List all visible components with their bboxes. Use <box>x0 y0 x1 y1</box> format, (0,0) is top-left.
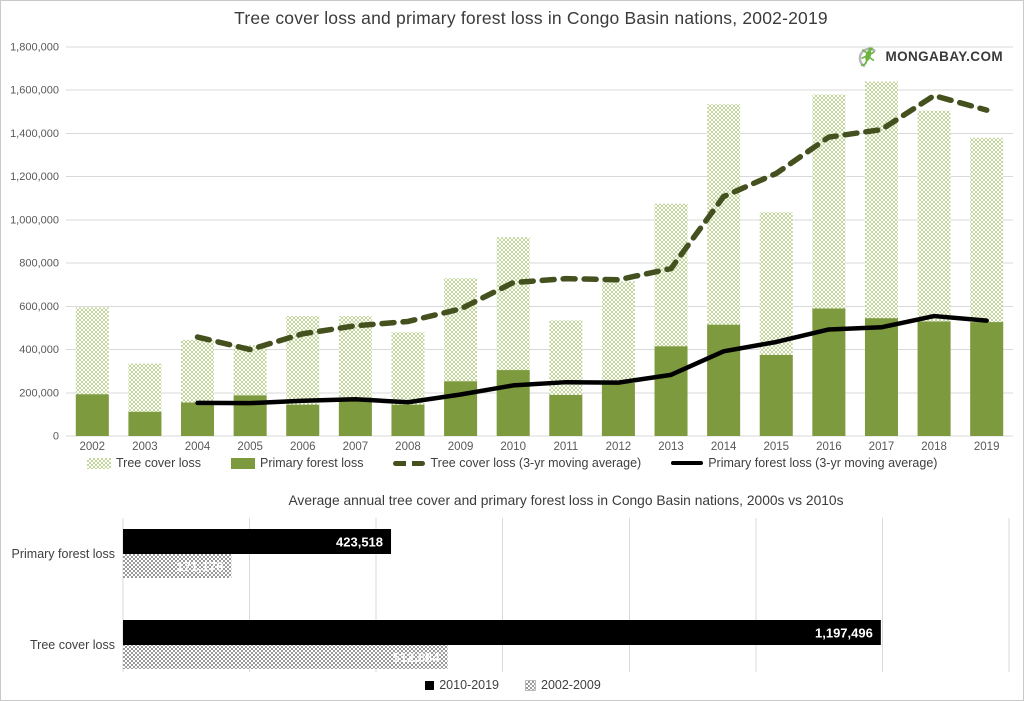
primary-forest-loss-swatch-icon <box>230 457 255 469</box>
top-chart-legend: Tree cover loss Primary forest loss Tree… <box>87 456 937 470</box>
legend-item-pfl-moving-average: Primary forest loss (3-yr moving average… <box>671 456 937 470</box>
legend-label: Primary forest loss <box>259 456 364 470</box>
dashed-line-swatch-icon <box>393 460 426 466</box>
x-tick-label: 2006 <box>290 441 316 453</box>
x-tick-label: 2002 <box>80 441 106 453</box>
black-line-swatch-icon <box>671 461 704 465</box>
y-tick-label: 1,400,000 <box>10 128 59 140</box>
top-chart-bars <box>75 81 1004 437</box>
category-label: Primary forest loss <box>12 547 116 561</box>
bar-value-label: 1,197,496 <box>815 626 873 641</box>
x-tick-label: 2008 <box>395 441 421 453</box>
bar-value-label: 423,518 <box>336 535 383 550</box>
bottom-chart-title: Average annual tree cover and primary fo… <box>288 493 844 508</box>
x-tick-label: 2010 <box>500 441 526 453</box>
x-tick-label: 2007 <box>343 441 369 453</box>
primary-forest-loss-bar-2012 <box>601 383 635 436</box>
black-square-swatch-icon <box>425 680 435 690</box>
x-tick-label: 2011 <box>553 441 578 453</box>
top-chart-moving-average-lines <box>194 92 990 406</box>
bar-2010-2019-tree-cover-loss <box>123 620 881 645</box>
bar-2002-2009-tree-cover-loss <box>123 645 448 669</box>
y-tick-label: 1,600,000 <box>10 85 59 97</box>
x-tick-label: 2018 <box>921 441 947 453</box>
bar-value-label: 512,884 <box>393 650 441 665</box>
legend-item-tcl-moving-average: Tree cover loss (3-yr moving average) <box>393 456 641 470</box>
bottom-chart-category-labels: Primary forest loss Tree cover loss <box>12 547 116 652</box>
x-tick-label: 2003 <box>132 441 158 453</box>
x-tick-label: 2012 <box>606 441 632 453</box>
category-label: Tree cover loss <box>30 638 115 652</box>
x-tick-label: 2015 <box>763 441 789 453</box>
bottom-chart-bars: 423,518 171,176 1,197,496 512,884 <box>123 529 881 669</box>
legend-item-2002-2009: 2002-2009 <box>525 678 601 692</box>
primary-forest-loss-bar-2004 <box>181 402 215 436</box>
legend-label: 2002-2009 <box>541 678 601 692</box>
primary-forest-loss-bar-2015 <box>759 354 793 436</box>
x-tick-label: 2013 <box>658 441 684 453</box>
top-combo-chart: 0 200,000 400,000 600,000 800,000 1,000,000 1,… <box>10 42 1013 453</box>
x-tick-label: 2017 <box>869 441 895 453</box>
primary-forest-loss-bar-2007 <box>338 397 372 436</box>
y-tick-label: 1,800,000 <box>10 42 59 54</box>
primary-forest-loss-bar-2009 <box>444 381 478 436</box>
mongabay-logo-text: MONGABAY.COM <box>885 49 1003 64</box>
primary-forest-loss-bar-2002 <box>75 394 109 436</box>
x-tick-label: 2014 <box>711 441 737 453</box>
top-chart-y-axis-labels: 0 200,000 400,000 600,000 800,000 1,000,000 1,… <box>10 42 59 443</box>
legend-item-primary-forest-loss: Primary forest loss <box>230 456 364 470</box>
primary-forest-loss-bar-2003 <box>128 411 162 436</box>
primary-forest-loss-bar-2008 <box>391 404 425 436</box>
x-tick-label: 2016 <box>816 441 842 453</box>
bottom-bar-chart: 423,518 171,176 1,197,496 512,884 Primary f… <box>12 518 1010 672</box>
top-chart-gridlines <box>66 46 1013 437</box>
primary-forest-loss-bar-2014 <box>707 324 741 436</box>
primary-forest-loss-bar-2019 <box>970 322 1004 436</box>
y-tick-label: 1,000,000 <box>10 214 59 226</box>
y-tick-label: 1,200,000 <box>10 171 59 183</box>
x-tick-label: 2004 <box>185 441 211 453</box>
legend-label: 2010-2019 <box>439 678 499 692</box>
legend-item-2010-2019: 2010-2019 <box>425 678 499 692</box>
gray-hatch-swatch-icon <box>525 679 536 691</box>
primary-forest-loss-bar-2017 <box>864 318 898 436</box>
primary-forest-loss-bar-2011 <box>549 394 583 436</box>
top-chart-title: Tree cover loss and primary forest loss … <box>234 8 828 28</box>
bar-2010-2019-primary-forest-loss <box>123 529 392 554</box>
tree-cover-loss-moving-average-line <box>194 92 990 353</box>
legend-label: Tree cover loss <box>116 456 201 470</box>
y-tick-label: 200,000 <box>19 387 59 399</box>
primary-forest-loss-bar-2010 <box>496 370 530 436</box>
y-tick-label: 400,000 <box>19 344 59 356</box>
primary-forest-loss-moving-average-line <box>195 313 989 406</box>
legend-label: Primary forest loss (3-yr moving average… <box>708 456 938 470</box>
x-tick-label: 2009 <box>448 441 474 453</box>
legend-item-tree-cover-loss: Tree cover loss <box>87 456 201 470</box>
tree-cover-loss-swatch-icon <box>87 457 111 469</box>
y-tick-label: 600,000 <box>19 301 59 313</box>
y-tick-label: 0 <box>53 431 59 443</box>
bottom-chart-legend: 2010-2019 2002-2009 <box>1 678 1023 692</box>
top-chart-x-axis-labels: 2002 2003 2004 2005 2006 2007 2008 2009 2010 2011… <box>80 441 1000 453</box>
primary-forest-loss-bar-2018 <box>917 321 951 436</box>
x-tick-label: 2019 <box>974 441 1000 453</box>
primary-forest-loss-bar-2013 <box>654 346 688 436</box>
primary-forest-loss-bar-2006 <box>286 404 320 436</box>
bar-value-label: 171,176 <box>176 559 223 574</box>
y-tick-label: 800,000 <box>19 258 59 270</box>
x-tick-label: 2005 <box>237 441 263 453</box>
bar-2002-2009-primary-forest-loss <box>123 554 232 578</box>
legend-label: Tree cover loss (3-yr moving average) <box>430 456 642 470</box>
